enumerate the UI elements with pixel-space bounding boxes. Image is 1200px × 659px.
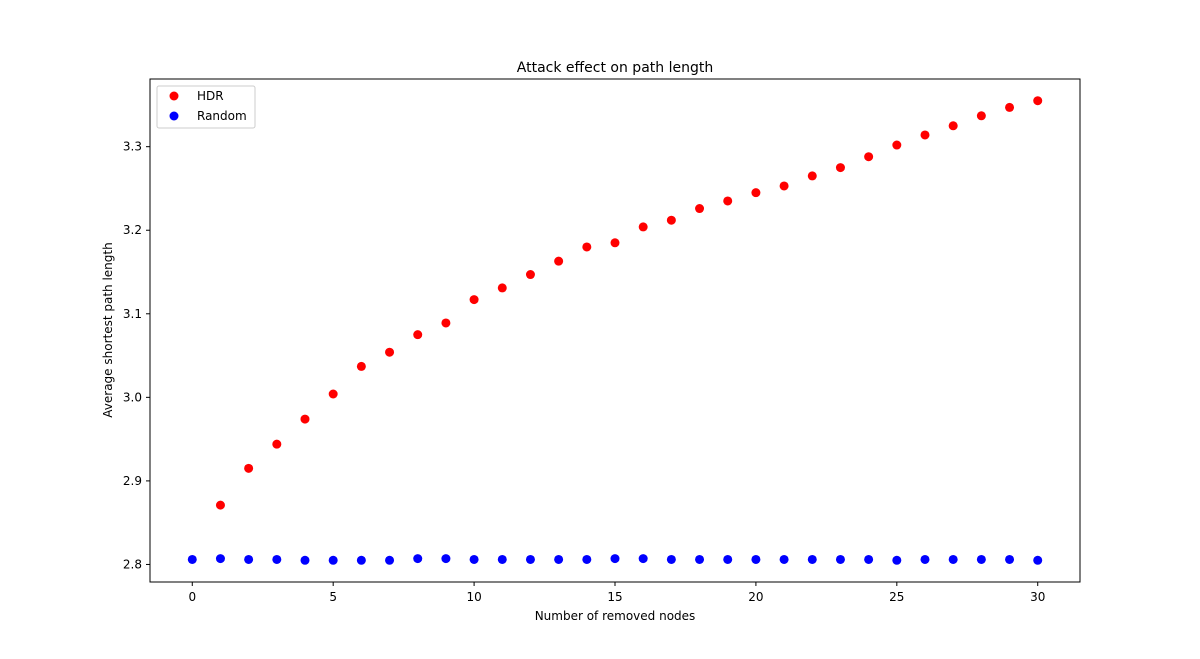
point-hdr-30 <box>1033 96 1043 106</box>
point-hdr-8 <box>413 330 423 340</box>
point-random-24 <box>864 554 874 564</box>
point-random-10 <box>469 554 479 564</box>
point-random-15 <box>610 554 620 564</box>
x-tick-label: 20 <box>748 590 763 604</box>
chart-title: Attack effect on path length <box>517 60 713 76</box>
legend-label-random: Random <box>197 109 247 123</box>
point-hdr-11 <box>497 283 507 293</box>
point-hdr-25 <box>892 140 902 150</box>
point-hdr-4 <box>300 414 310 424</box>
legend-label-hdr: HDR <box>197 89 224 103</box>
point-hdr-26 <box>920 130 930 140</box>
point-random-28 <box>976 554 986 564</box>
point-random-23 <box>835 554 845 564</box>
point-random-1 <box>215 554 225 564</box>
point-hdr-21 <box>779 181 789 191</box>
point-random-30 <box>1033 555 1043 565</box>
y-tick-label: 2.9 <box>123 474 142 488</box>
point-hdr-15 <box>610 238 620 248</box>
x-tick-label: 15 <box>607 590 622 604</box>
point-hdr-2 <box>244 463 254 473</box>
legend: HDR Random <box>156 85 256 129</box>
point-hdr-3 <box>272 439 282 449</box>
legend-marker-hdr <box>169 91 179 101</box>
point-random-11 <box>497 554 507 564</box>
point-random-18 <box>695 554 705 564</box>
point-hdr-23 <box>835 163 845 173</box>
point-hdr-7 <box>385 347 395 357</box>
point-random-13 <box>554 554 564 564</box>
point-hdr-19 <box>723 196 733 206</box>
point-random-0 <box>187 554 197 564</box>
point-random-21 <box>779 554 789 564</box>
point-random-17 <box>666 554 676 564</box>
point-hdr-24 <box>864 152 874 162</box>
x-tick-label: 10 <box>466 590 481 604</box>
point-random-4 <box>300 555 310 565</box>
point-hdr-28 <box>976 111 986 121</box>
point-hdr-10 <box>469 295 479 305</box>
x-axis-label: Number of removed nodes <box>535 609 696 623</box>
point-hdr-20 <box>751 188 761 198</box>
point-random-25 <box>892 555 902 565</box>
y-axis-label: Average shortest path length <box>101 242 115 417</box>
point-hdr-1 <box>215 500 225 510</box>
point-random-16 <box>638 554 648 564</box>
point-hdr-27 <box>948 121 958 131</box>
point-random-29 <box>1005 554 1015 564</box>
y-tick-label: 3.3 <box>123 140 142 154</box>
point-hdr-5 <box>328 389 338 399</box>
point-hdr-29 <box>1005 102 1015 112</box>
point-random-5 <box>328 555 338 565</box>
x-tick-label: 0 <box>188 590 196 604</box>
point-random-9 <box>441 554 451 564</box>
point-hdr-9 <box>441 318 451 328</box>
point-hdr-22 <box>807 171 817 181</box>
point-hdr-17 <box>666 215 676 225</box>
point-hdr-6 <box>356 361 366 371</box>
y-tick-label: 3.0 <box>123 390 142 404</box>
point-hdr-14 <box>582 242 592 252</box>
point-hdr-13 <box>554 256 564 266</box>
point-random-19 <box>723 554 733 564</box>
point-random-8 <box>413 554 423 564</box>
point-random-7 <box>385 555 395 565</box>
y-tick-label: 3.2 <box>123 223 142 237</box>
legend-marker-random <box>169 111 179 121</box>
point-random-26 <box>920 554 930 564</box>
plot-frame <box>149 78 1081 583</box>
point-random-3 <box>272 554 282 564</box>
y-tick-label: 3.1 <box>123 307 142 321</box>
x-tick-label: 25 <box>889 590 904 604</box>
x-tick-label: 5 <box>329 590 337 604</box>
point-random-22 <box>807 554 817 564</box>
point-random-12 <box>525 554 535 564</box>
y-tick-label: 2.8 <box>123 557 142 571</box>
x-tick-label: 30 <box>1030 590 1045 604</box>
point-random-6 <box>356 555 366 565</box>
point-hdr-18 <box>695 204 705 214</box>
point-hdr-16 <box>638 222 648 232</box>
point-random-27 <box>948 554 958 564</box>
point-random-14 <box>582 554 592 564</box>
point-random-20 <box>751 554 761 564</box>
point-hdr-12 <box>525 270 535 280</box>
point-random-2 <box>244 554 254 564</box>
legend-box <box>156 85 256 129</box>
